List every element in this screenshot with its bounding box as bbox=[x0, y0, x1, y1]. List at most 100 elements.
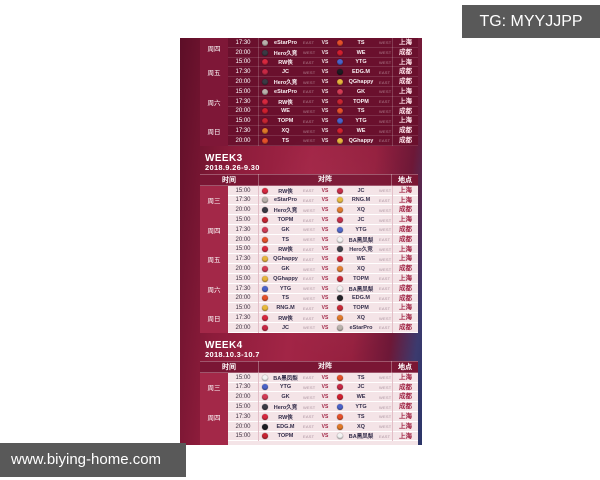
team-name: GK bbox=[356, 88, 366, 95]
team-logo-icon bbox=[262, 207, 268, 214]
match-row: 15:00 RW侠 EAST VS JC WEST 上海 bbox=[228, 185, 418, 196]
day-group: 周日 15:00 RNG.M EAST VS TOPM EAST 上海 17:30 RW侠 EAST… bbox=[200, 303, 418, 333]
team-name: RW侠 bbox=[278, 99, 293, 106]
team-name: EDG.M bbox=[351, 295, 371, 302]
match-time: 17:30 bbox=[235, 384, 251, 391]
team-division: WEST bbox=[303, 207, 316, 213]
match-venue: 上海 bbox=[392, 57, 418, 68]
team-logo-icon bbox=[262, 118, 268, 125]
team-division: WEST bbox=[379, 424, 392, 430]
match-time: 15:00 bbox=[235, 433, 251, 440]
vs-label: VS bbox=[321, 98, 329, 105]
match-row: 20:00 TS WEST VS BA黑凤梨 EAST 成都 bbox=[228, 234, 418, 245]
team-logo-icon bbox=[337, 295, 343, 302]
team-division: EAST bbox=[303, 118, 315, 124]
team-cell: QGhappy EAST bbox=[258, 254, 316, 265]
team-division: WEST bbox=[379, 404, 392, 410]
day-rows: 15:00 BA黑凤梨 EAST VS TS WEST 上海 17:30 YTG WEST VS JC… bbox=[228, 372, 418, 403]
match-row: 20:00 Hero久竞 WEST VS WE WEST 成都 bbox=[228, 47, 418, 58]
team-logo-icon bbox=[262, 88, 268, 95]
team-name: QGhappy bbox=[348, 137, 374, 144]
match-time: 17:30 bbox=[235, 39, 251, 46]
team-cell: RW侠 EAST bbox=[258, 57, 316, 68]
team-logo-icon bbox=[262, 305, 268, 312]
team-logo-icon bbox=[262, 324, 268, 331]
team-division: WEST bbox=[379, 89, 392, 95]
day-rows: 15:00 eStarPro EAST VS GK WEST 上海 17:30 RW侠 EAST V… bbox=[228, 86, 418, 117]
header-time: 时间 bbox=[222, 363, 236, 371]
team-name: TOPM bbox=[277, 118, 294, 125]
team-cell: XQ WEST bbox=[334, 264, 392, 274]
day-label: 周三 bbox=[200, 372, 228, 403]
match-time: 17:30 bbox=[235, 413, 251, 420]
team-cell: eStarPro EAST bbox=[258, 38, 316, 48]
match-time: 15:00 bbox=[235, 118, 251, 125]
team-logo-icon bbox=[262, 315, 268, 322]
match-time: 15:00 bbox=[235, 404, 251, 410]
team-cell: RW侠 EAST bbox=[258, 185, 316, 196]
team-cell: EDG.M EAST bbox=[258, 421, 316, 432]
team-name: GK bbox=[281, 266, 290, 273]
match-time: 15:00 bbox=[235, 275, 251, 282]
schedule-table: 周三 15:00 RW侠 EAST VS JC WEST 上海 17:30 eStarPro EAS… bbox=[200, 185, 418, 333]
team-division: EAST bbox=[303, 315, 315, 321]
team-division: WEST bbox=[379, 375, 392, 381]
team-logo-icon bbox=[337, 236, 343, 243]
team-division: EAST bbox=[379, 69, 391, 75]
match-row: 17:30 RW侠 EAST VS XQ WEST 上海 bbox=[228, 313, 418, 323]
table-header-row: 时间 对阵 地点 bbox=[200, 360, 418, 373]
team-cell: YTG WEST bbox=[334, 402, 392, 412]
team-cell: WE WEST bbox=[258, 106, 316, 117]
match-venue: 成都 bbox=[392, 77, 418, 87]
week-title: WEEK4 bbox=[205, 339, 243, 351]
match-venue: 成都 bbox=[392, 106, 418, 117]
team-name: WE bbox=[356, 128, 366, 135]
team-division: EAST bbox=[379, 99, 391, 105]
team-name: RW侠 bbox=[278, 60, 293, 67]
team-name: XQ bbox=[357, 315, 365, 322]
team-logo-icon bbox=[337, 266, 343, 273]
day-label: 周日 bbox=[200, 116, 228, 146]
team-logo-icon bbox=[337, 137, 343, 144]
team-cell: XQ WEST bbox=[334, 313, 392, 323]
match-row: 17:30 GK WEST VS YTG WEST 成都 bbox=[228, 224, 418, 235]
team-division: EAST bbox=[379, 79, 391, 85]
match-venue: 成都 bbox=[392, 234, 418, 245]
match-time: 15:00 bbox=[235, 59, 251, 66]
team-name: RW侠 bbox=[278, 316, 293, 323]
match-venue: 上海 bbox=[392, 215, 418, 225]
day-group: 周六 15:00 eStarPro EAST VS GK WEST 上海 17:30 RW侠 EAS… bbox=[200, 86, 418, 117]
team-cell: QGhappy EAST bbox=[334, 77, 392, 87]
team-logo-icon bbox=[262, 374, 268, 381]
team-name: TS bbox=[281, 137, 290, 144]
day-group: 周三 15:00 BA黑凤梨 EAST VS TS WEST 上海 17:30 YTG WEST VS… bbox=[200, 372, 418, 403]
team-cell: WE WEST bbox=[334, 254, 392, 264]
team-division: EAST bbox=[379, 237, 391, 243]
match-time: 17:30 bbox=[235, 98, 251, 105]
team-name: WE bbox=[356, 394, 366, 401]
team-division: WEST bbox=[303, 138, 316, 144]
day-label: 周六 bbox=[200, 273, 228, 304]
week-date-range: 2018.9.26-9.30 bbox=[205, 162, 260, 172]
match-row: 20:00 TS WEST VS QGhappy EAST 成都 bbox=[228, 135, 418, 146]
day-label: 周五 bbox=[200, 244, 228, 274]
header-matchup: 对阵 bbox=[258, 360, 392, 373]
team-logo-icon bbox=[262, 79, 268, 86]
day-group: 周四 15:00 TOPM EAST VS JC WEST 上海 17:30 GK WEST VS YT… bbox=[200, 215, 418, 245]
match-time: 20:00 bbox=[235, 324, 251, 331]
match-row: 20:00 GK WEST VS WE WEST 成都 bbox=[228, 392, 418, 403]
team-division: WEST bbox=[379, 394, 392, 400]
team-name: TOPM bbox=[277, 217, 294, 224]
team-division: EAST bbox=[303, 246, 315, 252]
team-logo-icon bbox=[262, 226, 268, 233]
team-cell: GK WEST bbox=[334, 87, 392, 97]
match-time: 17:30 bbox=[235, 128, 251, 135]
header-time: 时间 bbox=[222, 176, 236, 184]
team-cell: TOPM EAST bbox=[334, 303, 392, 313]
match-venue: 成都 bbox=[392, 283, 418, 294]
team-division: WEST bbox=[379, 315, 392, 321]
team-logo-icon bbox=[337, 108, 343, 115]
match-time: 20:00 bbox=[235, 295, 251, 302]
match-row: 15:00 TOPM EAST VS BA黑凤梨 EAST 上海 bbox=[228, 431, 418, 442]
team-name: eStarPro bbox=[274, 88, 297, 95]
